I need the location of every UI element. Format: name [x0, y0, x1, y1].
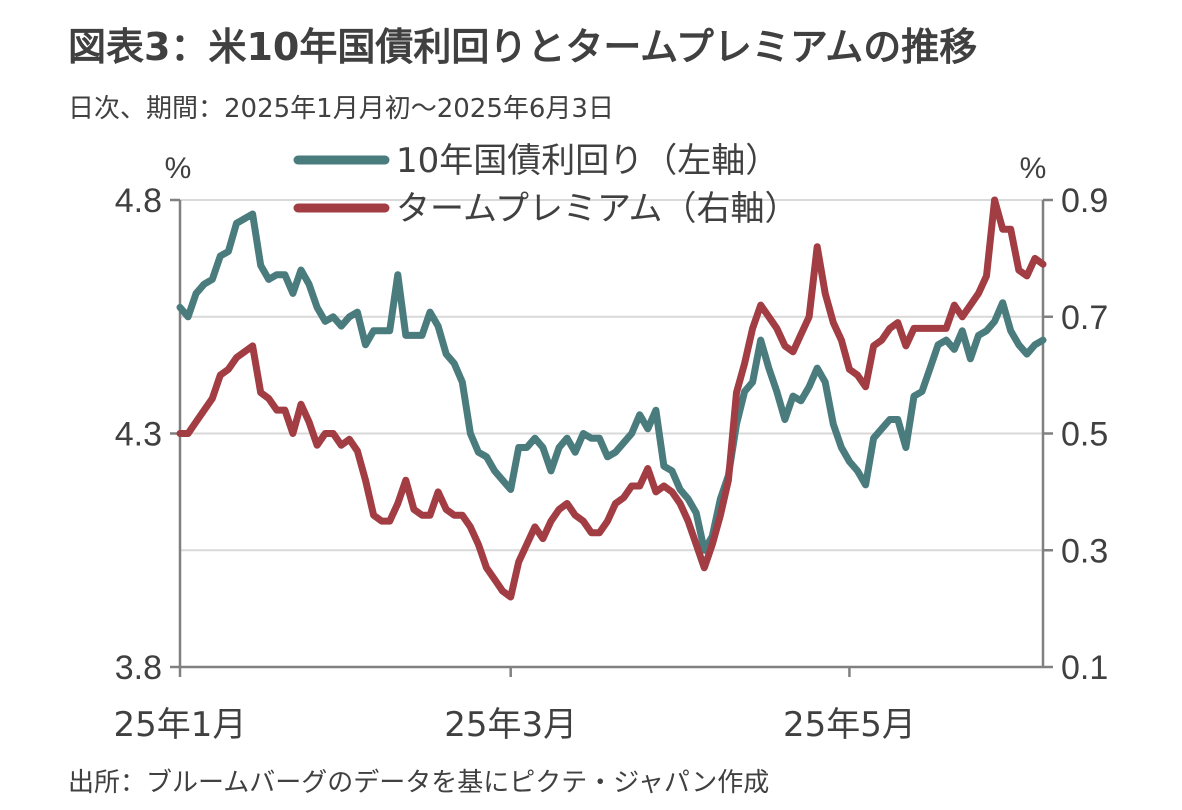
right-tick-label: 0.1 — [1061, 649, 1108, 687]
axes — [170, 198, 1053, 677]
source-note: 出所：ブルームバーグのデータを基にピクテ・ジャパン作成 — [68, 768, 770, 798]
series-line-yield — [176, 210, 1047, 554]
x-tick-label: 25年1月 — [114, 705, 247, 745]
chart-title: 図表3：米10年国債利回りとタームプレミアムの推移 — [68, 25, 978, 69]
x-tick-label: 25年3月 — [444, 705, 577, 745]
left-tick-label: 3.8 — [115, 649, 162, 687]
legend-label-yield: 10年国債利回り（左軸） — [396, 141, 779, 181]
legend: 10年国債利回り（左軸） タームプレミアム（右軸） — [293, 141, 799, 229]
gridlines — [180, 199, 1043, 552]
chart-subtitle: 日次、期間：2025年1月月初～2025年6月3日 — [68, 94, 614, 124]
left-tick-label: 4.3 — [115, 416, 162, 454]
legend-label-term-premium: タームプレミアム（右軸） — [396, 189, 799, 229]
left-tick-label: 4.8 — [115, 182, 162, 220]
series-lines — [176, 196, 1047, 601]
tick-labels: 4.8 4.3 3.8 0.9 0.7 0.5 0.3 0.1% % 25年1月 25年3月 25年5… — [114, 152, 1109, 745]
right-axis-unit: % — [1020, 152, 1047, 185]
right-tick-label: 0.9 — [1061, 182, 1108, 220]
right-tick-label: 0.7 — [1061, 299, 1108, 337]
series-line-term-premium — [176, 196, 1047, 601]
x-tick-label: 25年5月 — [783, 705, 916, 745]
right-tick-label: 0.3 — [1061, 532, 1108, 570]
left-axis-unit: % — [165, 152, 192, 185]
right-tick-label: 0.5 — [1061, 416, 1108, 454]
